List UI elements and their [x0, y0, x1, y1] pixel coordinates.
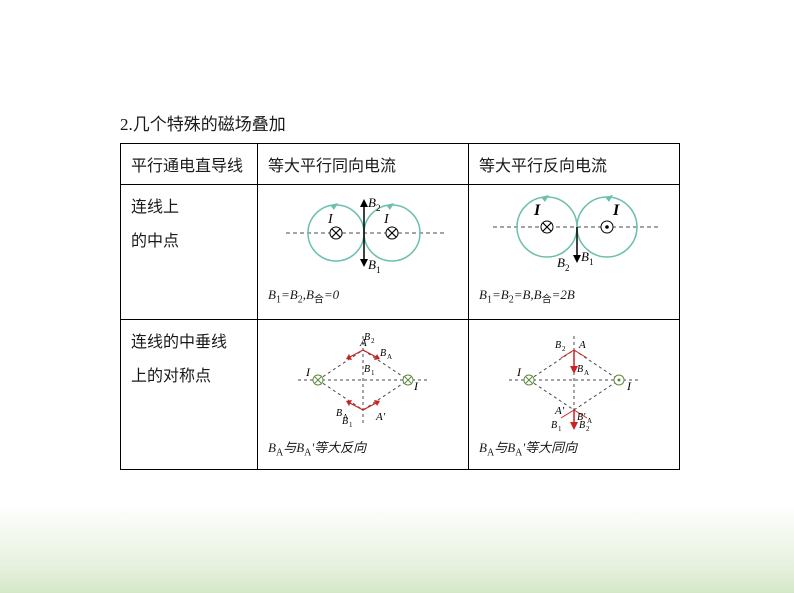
eq-r1c3: B1=B2=B,B合=2B: [479, 287, 669, 306]
svg-text:1: 1: [376, 265, 381, 275]
svg-text:B: B: [364, 364, 370, 375]
I-label-right: I: [383, 212, 390, 227]
row2-cell3: I I A A' B2 BA B1 B2 B'A BA与BA'等大同向: [469, 320, 680, 470]
header-col3: 等大平行反向电流: [469, 144, 680, 185]
svg-text:1: 1: [558, 425, 562, 433]
diagram-same-perp-bisector: I I A A' B2 B1 BA B1 BA: [268, 328, 458, 433]
svg-text:A: A: [387, 353, 392, 361]
eq-r1c2: B1=B2,B合=0: [268, 287, 458, 306]
svg-r1c3: I I B 2 B 1: [479, 193, 669, 275]
svg-text:B: B: [551, 420, 557, 431]
svg-text:I: I: [413, 379, 419, 393]
svg-text:2: 2: [562, 345, 566, 353]
diagram-opposite-perp-bisector: I I A A' B2 BA B1 B2 B'A: [479, 328, 669, 433]
svg-text:B: B: [368, 195, 376, 210]
svg-text:2: 2: [376, 203, 381, 213]
section-title: 2.几个特殊的磁场叠加: [120, 110, 684, 135]
diagram-opposite-direction-midpoint: I I B 2 B 1: [479, 193, 669, 283]
svg-text:B: B: [577, 364, 583, 375]
row1-label-line2: 的中点: [131, 227, 247, 251]
row2-label-line2: 上的对称点: [131, 362, 247, 386]
svg-text:1: 1: [371, 369, 375, 377]
row2-label: 连线的中垂线 上的对称点: [121, 320, 258, 470]
svg-text:A: A: [584, 369, 589, 377]
row1-label: 连线上 的中点: [121, 185, 258, 320]
svg-text:B: B: [380, 348, 386, 359]
svg-text:B: B: [555, 340, 561, 351]
I-label-left: I: [327, 212, 334, 227]
svg-r2c2: I I A A' B2 B1 BA B1 BA: [268, 328, 458, 433]
row2-cell2: I I A A' B2 B1 BA B1 BA BA与BA'等大反向: [258, 320, 469, 470]
svg-text:B': B': [577, 412, 586, 423]
svg-text:2: 2: [586, 425, 590, 433]
svg-text:A: A: [578, 339, 586, 351]
svg-r1c2: I I B 2 B 1: [268, 193, 458, 281]
caption-r2c2: BA与BA'等大反向: [268, 437, 458, 459]
header-col1: 平行通电直导线: [121, 144, 258, 185]
svg-text:B: B: [364, 332, 370, 343]
svg-text:I: I: [305, 365, 311, 379]
svg-r2c3: I I A A' B2 BA B1 B2 B'A: [479, 328, 669, 433]
svg-text:A': A': [375, 411, 386, 423]
svg-text:2: 2: [371, 337, 375, 345]
magnetic-field-table: 平行通电直导线 等大平行同向电流 等大平行反向电流 连线上 的中点: [120, 143, 680, 470]
svg-text:B: B: [581, 249, 589, 264]
diagram-same-direction-midpoint: I I B 2 B 1: [268, 193, 458, 283]
svg-text:B: B: [557, 255, 565, 270]
svg-text:A: A: [587, 417, 592, 425]
svg-text:B: B: [336, 408, 342, 419]
svg-text:1: 1: [349, 421, 353, 429]
svg-text:2: 2: [565, 263, 570, 273]
caption-r2c3: BA与BA'等大同向: [479, 437, 669, 459]
header-col2: 等大平行同向电流: [258, 144, 469, 185]
svg-text:A: A: [343, 413, 348, 421]
row1-label-line1: 连线上: [131, 193, 247, 217]
svg-text:I: I: [626, 379, 632, 393]
svg-text:I: I: [533, 202, 541, 219]
svg-text:1: 1: [589, 257, 594, 267]
svg-text:B: B: [368, 257, 376, 272]
row1-cell3: I I B 2 B 1 B1=B2=B,B合=2B: [469, 185, 680, 320]
svg-text:I: I: [516, 365, 522, 379]
row2-label-line1: 连线的中垂线: [131, 328, 247, 352]
row1-cell2: I I B 2 B 1 B1=B2,B合=0: [258, 185, 469, 320]
svg-text:A': A': [554, 405, 565, 417]
svg-text:I: I: [612, 202, 620, 219]
